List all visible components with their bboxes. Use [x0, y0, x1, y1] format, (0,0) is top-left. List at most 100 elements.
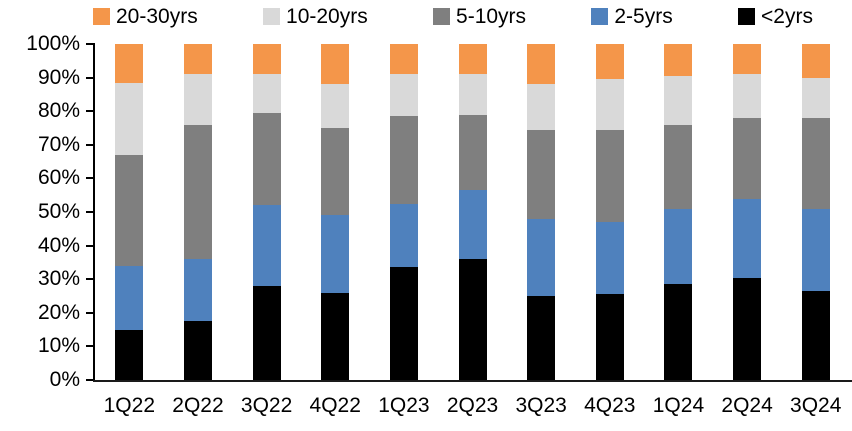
- bar-slot-1q24: [644, 44, 713, 380]
- x-tick-label-4q23: 4Q23: [584, 394, 636, 417]
- bar-segment-10-20yrs: [115, 82, 144, 155]
- x-tick-label-3q24: 3Q24: [790, 394, 842, 417]
- bar-segment-5-10yrs: [801, 117, 830, 209]
- y-tick-label: 70%: [37, 132, 80, 156]
- x-tick-label-1q22: 1Q22: [103, 394, 155, 417]
- bar-segment-2yrs: [183, 321, 212, 380]
- legend-item-5-10yrs: 5-10yrs: [433, 6, 526, 27]
- x-tick-label-3q22: 3Q22: [240, 394, 293, 417]
- bar-segment-2yrs: [389, 267, 418, 380]
- bar-segment-20-30yrs: [801, 44, 830, 78]
- bar-slot-4q23: [575, 44, 644, 380]
- legend-label: 2-5yrs: [614, 5, 673, 28]
- bar-segment-20-30yrs: [527, 44, 556, 85]
- bar-segment-2yrs: [664, 284, 693, 380]
- x-tick-label-4q22: 4Q22: [309, 394, 361, 417]
- y-tick-mark: [86, 379, 93, 381]
- bar-segment-5-10yrs: [183, 124, 212, 260]
- bar-segment-5-10yrs: [595, 129, 624, 223]
- stacked-bar-4q22: [321, 44, 350, 380]
- x-tick-label-3q23: 3Q23: [515, 394, 567, 417]
- bar-segment-20-30yrs: [733, 44, 762, 75]
- x-tick-label-2q22: 2Q22: [172, 394, 224, 417]
- legend-label: 5-10yrs: [456, 5, 527, 28]
- bar-segment-20-30yrs: [389, 44, 418, 75]
- stacked-bar-2q24: [733, 44, 762, 380]
- bar-segment-2-5yrs: [183, 259, 212, 322]
- stacked-bar-4q23: [595, 44, 624, 380]
- bar-segment-5-10yrs: [115, 154, 144, 266]
- y-tick-mark: [86, 76, 93, 79]
- bar-segment-10-20yrs: [389, 74, 418, 117]
- bar-slot-3q23: [507, 44, 576, 380]
- legend-item-2-5yrs: 2-5yrs: [591, 5, 673, 28]
- bar-slot-4q22: [301, 44, 370, 380]
- x-axis-line: [93, 380, 852, 382]
- bar-segment-2-5yrs: [733, 198, 762, 278]
- stacked-bar-3q23: [527, 44, 556, 380]
- bar-segment-5-10yrs: [458, 114, 487, 191]
- bar-segment-2yrs: [115, 329, 144, 380]
- y-tick-label: 30%: [37, 267, 80, 291]
- y-tick-label: 20%: [37, 300, 80, 324]
- bar-segment-2-5yrs: [801, 208, 830, 291]
- bar-segment-10-20yrs: [321, 84, 350, 129]
- bar-segment-10-20yrs: [595, 79, 624, 130]
- bar-slot-3q22: [232, 44, 301, 380]
- y-tick-label: 50%: [37, 200, 80, 223]
- bar-segment-2yrs: [458, 259, 487, 380]
- bar-segment-2-5yrs: [664, 208, 693, 285]
- stacked-bar-3q24: [801, 44, 830, 380]
- y-tick-label: 80%: [37, 99, 80, 123]
- bar-segment-20-30yrs: [115, 44, 144, 83]
- x-tick-label-1q24: 1Q24: [652, 394, 705, 417]
- bar-segment-5-10yrs: [321, 128, 350, 216]
- bar-segment-10-20yrs: [252, 74, 281, 113]
- legend-item-20-30yrs: 20-30yrs: [93, 6, 198, 27]
- bar-segment-20-30yrs: [321, 44, 350, 85]
- y-tick-mark: [86, 110, 93, 113]
- x-axis-labels: 1Q22 2Q22 3Q22 4Q22 1Q23 2Q23 3Q23 4Q23 1Q24 2Q24…: [95, 394, 850, 418]
- bar-segment-10-20yrs: [527, 84, 556, 130]
- y-tick-mark: [86, 143, 93, 146]
- y-tick-mark: [86, 43, 93, 45]
- legend-swatch-icon: [738, 8, 756, 25]
- bar-segment-2-5yrs: [389, 203, 418, 268]
- bar-segment-2yrs: [733, 277, 762, 380]
- bar-segment-10-20yrs: [801, 77, 830, 118]
- y-tick-mark: [86, 211, 93, 213]
- legend-swatch-icon: [93, 8, 110, 25]
- y-tick-label: 0%: [49, 368, 80, 391]
- legend-swatch-icon: [263, 8, 281, 25]
- bar-slot-2q23: [438, 44, 507, 380]
- bar-segment-20-30yrs: [252, 44, 281, 75]
- bar-slot-2q24: [713, 44, 782, 380]
- bar-segment-10-20yrs: [183, 74, 212, 125]
- stacked-bar-1q23: [389, 44, 418, 380]
- bar-segment-2yrs: [801, 290, 830, 380]
- bar-segment-5-10yrs: [527, 129, 556, 219]
- y-tick-label: 40%: [37, 233, 80, 257]
- bar-segment-5-10yrs: [733, 117, 762, 199]
- bar-slot-1q23: [370, 44, 439, 380]
- stacked-bar-2q23: [458, 44, 487, 380]
- stacked-bar-1q24: [664, 44, 693, 380]
- bar-segment-20-30yrs: [183, 44, 212, 75]
- y-tick-mark: [86, 311, 93, 314]
- bar-segment-2yrs: [595, 294, 624, 380]
- legend-item-10-20yrs: 10-20yrs: [263, 6, 368, 27]
- stacked-bar-1q22: [115, 44, 144, 380]
- y-tick-label: 60%: [37, 166, 80, 190]
- legend-swatch-icon: [591, 8, 609, 25]
- y-tick-label: 90%: [37, 65, 80, 89]
- bar-segment-10-20yrs: [664, 75, 693, 125]
- y-tick-mark: [86, 278, 93, 281]
- y-tick-mark: [86, 244, 93, 247]
- bar-segment-2-5yrs: [321, 215, 350, 293]
- bar-slot-3q24: [781, 44, 850, 380]
- y-tick-label: 10%: [37, 334, 80, 358]
- legend-label: 10-20yrs: [286, 5, 368, 28]
- bar-segment-5-10yrs: [252, 112, 281, 206]
- y-axis-line: [93, 43, 95, 381]
